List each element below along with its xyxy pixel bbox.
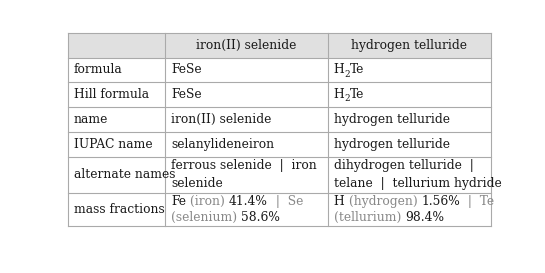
- Text: |  Te: | Te: [460, 195, 494, 208]
- Text: (iron): (iron): [186, 195, 229, 208]
- Text: mass fractions: mass fractions: [74, 203, 165, 216]
- Text: 58.6%: 58.6%: [241, 211, 280, 224]
- Text: formula: formula: [74, 63, 123, 76]
- Text: |  Se: | Se: [268, 195, 303, 208]
- Text: H: H: [334, 88, 344, 101]
- Text: Te: Te: [350, 63, 365, 76]
- Text: iron(II) selenide: iron(II) selenide: [196, 39, 297, 52]
- Text: hydrogen telluride: hydrogen telluride: [334, 113, 450, 126]
- Text: IUPAC name: IUPAC name: [74, 138, 153, 151]
- Text: 98.4%: 98.4%: [405, 211, 444, 224]
- Text: (tellurium): (tellurium): [334, 211, 405, 224]
- Text: iron(II) selenide: iron(II) selenide: [171, 113, 271, 126]
- Text: hydrogen telluride: hydrogen telluride: [334, 138, 450, 151]
- Text: (selenium): (selenium): [171, 211, 241, 224]
- Text: 2: 2: [344, 94, 350, 103]
- Text: hydrogen telluride: hydrogen telluride: [351, 39, 467, 52]
- Text: (hydrogen): (hydrogen): [344, 195, 421, 208]
- Text: H: H: [334, 195, 344, 208]
- Text: 2: 2: [344, 70, 350, 79]
- Text: alternate names: alternate names: [74, 168, 175, 182]
- Text: dihydrogen telluride  |
telane  |  tellurium hydride: dihydrogen telluride | telane | telluriu…: [334, 159, 501, 191]
- Text: FeSe: FeSe: [171, 88, 202, 101]
- Text: selanylideneiron: selanylideneiron: [171, 138, 274, 151]
- Text: H: H: [334, 63, 344, 76]
- Text: Fe: Fe: [171, 195, 186, 208]
- Text: 1.56%: 1.56%: [421, 195, 460, 208]
- Text: 41.4%: 41.4%: [229, 195, 268, 208]
- Text: FeSe: FeSe: [171, 63, 202, 76]
- Bar: [68, 33, 490, 58]
- Text: name: name: [74, 113, 108, 126]
- Text: ferrous selenide  |  iron
selenide: ferrous selenide | iron selenide: [171, 159, 317, 191]
- Text: Hill formula: Hill formula: [74, 88, 149, 101]
- Text: Te: Te: [350, 88, 365, 101]
